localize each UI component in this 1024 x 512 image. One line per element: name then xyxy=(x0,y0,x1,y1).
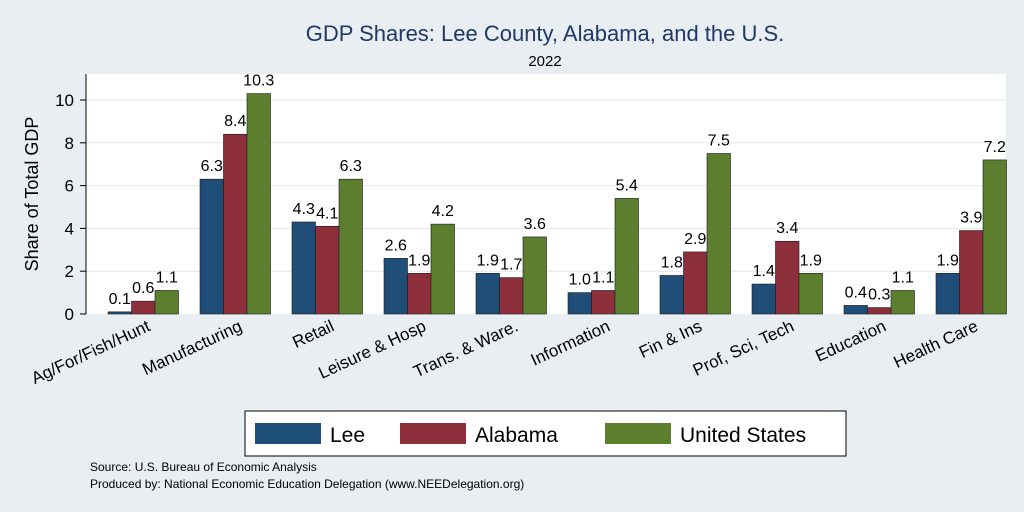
category-label: Trans. & Ware. xyxy=(410,316,520,381)
data-label: 1.1 xyxy=(592,269,614,286)
legend-swatch xyxy=(605,423,671,444)
chart-title: GDP Shares: Lee County, Alabama, and the… xyxy=(306,21,785,46)
category-label: Retail xyxy=(290,316,337,352)
y-tick-label: 6 xyxy=(65,177,74,196)
data-label: 5.4 xyxy=(616,177,638,194)
y-tick-label: 0 xyxy=(65,305,74,324)
data-label: 4.3 xyxy=(293,201,315,218)
data-label: 1.8 xyxy=(661,254,683,271)
bar xyxy=(291,221,316,315)
bar xyxy=(867,307,892,315)
data-label: 6.3 xyxy=(340,158,362,175)
source-text: Source: U.S. Bureau of Economic Analysis xyxy=(90,460,317,474)
data-label: 1.1 xyxy=(156,269,178,286)
data-label: 7.5 xyxy=(708,133,730,150)
bar xyxy=(522,236,547,315)
data-label: 4.1 xyxy=(316,205,338,222)
data-label: 0.3 xyxy=(868,287,890,304)
data-label: 1.9 xyxy=(408,252,430,269)
data-label: 3.4 xyxy=(776,220,798,237)
bar xyxy=(223,133,248,315)
bar xyxy=(935,273,960,315)
data-label: 1.1 xyxy=(892,269,914,286)
bar xyxy=(982,159,1007,315)
data-label: 7.2 xyxy=(984,139,1006,156)
bar xyxy=(338,178,363,315)
bar xyxy=(475,273,500,315)
y-tick-label: 8 xyxy=(65,134,74,153)
data-label: 10.3 xyxy=(243,73,274,90)
category-label: Health Care xyxy=(891,316,981,372)
bar xyxy=(499,277,524,315)
data-label: 1.0 xyxy=(569,272,591,289)
bar xyxy=(843,305,868,315)
data-label: 0.1 xyxy=(109,291,131,308)
data-label: 8.4 xyxy=(224,113,246,130)
bar xyxy=(430,223,455,315)
data-label: 1.4 xyxy=(753,263,775,280)
data-label: 3.6 xyxy=(524,216,546,233)
data-label: 0.6 xyxy=(132,280,154,297)
category-label: Information xyxy=(528,316,613,369)
data-label: 1.9 xyxy=(937,252,959,269)
bar xyxy=(683,251,708,315)
bar xyxy=(567,292,592,315)
legend-label: Lee xyxy=(330,424,365,447)
y-tick-label: 2 xyxy=(65,262,74,281)
category-label: Fin & Ins xyxy=(636,316,705,362)
legend-swatch xyxy=(255,423,321,444)
bar xyxy=(751,283,776,315)
bar xyxy=(890,290,915,315)
data-label: 2.9 xyxy=(684,231,706,248)
legend-swatch xyxy=(400,423,466,444)
produced-by-text: Produced by: National Economic Education… xyxy=(90,477,524,491)
bar xyxy=(383,258,408,315)
y-tick-label: 4 xyxy=(65,219,74,238)
category-label: Manufacturing xyxy=(139,316,245,379)
data-label: 4.2 xyxy=(432,203,454,220)
bar xyxy=(131,300,156,315)
data-label: 6.3 xyxy=(201,158,223,175)
category-label: Prof, Sci, Tech xyxy=(690,316,797,379)
bar xyxy=(154,290,179,315)
bar xyxy=(659,275,684,315)
legend-label: Alabama xyxy=(475,424,558,447)
y-tick-label: 10 xyxy=(55,91,74,110)
category-label: Ag/For/Fish/Hunt xyxy=(28,316,153,388)
bar xyxy=(315,225,340,315)
data-label: 3.9 xyxy=(960,210,982,227)
bar xyxy=(407,273,432,315)
bar xyxy=(959,230,984,315)
bar xyxy=(798,273,823,315)
category-label: Education xyxy=(812,316,889,365)
data-label: 1.9 xyxy=(477,252,499,269)
data-label: 1.9 xyxy=(800,252,822,269)
data-label: 2.6 xyxy=(385,237,407,254)
bar xyxy=(775,240,800,315)
bar xyxy=(199,178,224,315)
bar xyxy=(107,311,132,315)
bar xyxy=(706,153,731,315)
data-label: 0.4 xyxy=(845,284,867,301)
y-axis-label: Share of Total GDP xyxy=(22,117,42,272)
bar xyxy=(591,290,616,315)
legend-label: United States xyxy=(680,424,806,447)
legend-box xyxy=(244,410,847,457)
bar xyxy=(246,93,271,315)
bar xyxy=(614,198,639,315)
data-label: 1.7 xyxy=(500,257,522,274)
chart-subtitle: 2022 xyxy=(528,53,561,70)
